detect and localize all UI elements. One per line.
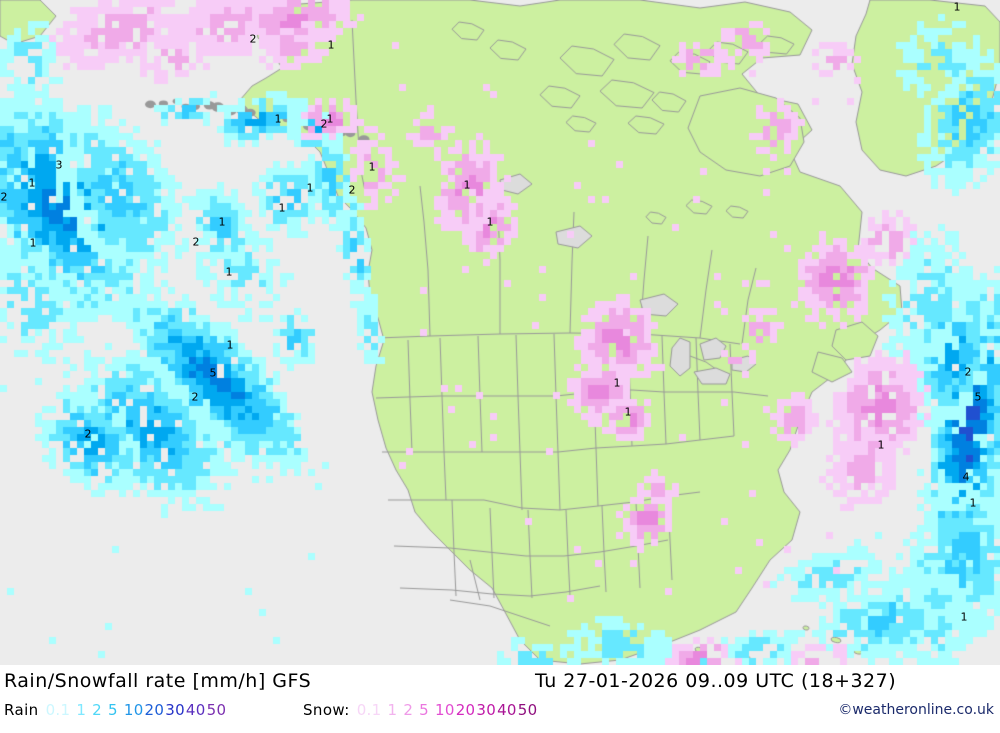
footer: Rain/Snowfall rate [mm/h] GFS Tu 27-01-2… <box>0 665 1000 733</box>
legend-snow-title: Snow: <box>303 701 350 719</box>
legend-snow-tick-50: 50 <box>517 701 538 719</box>
legend-row: Rain 0.1 1 2 5 10 20 30 40 50 Snow: 0.1 1 2 5 10 20 30… <box>0 701 1000 725</box>
legend-rain-tick-5: 5 <box>108 701 118 719</box>
legend-snow-tick-20: 20 <box>455 701 476 719</box>
legend-snow-tick-30: 30 <box>476 701 497 719</box>
legend-snow-tick-10: 10 <box>435 701 455 719</box>
legend-snow-tick-2: 2 <box>403 701 414 719</box>
legend-rain-tick-0.1: 0.1 <box>45 701 71 719</box>
legend-snow-tick-5: 5 <box>419 701 430 719</box>
legend-rain: Rain 0.1 1 2 5 10 20 30 40 50 <box>4 701 227 719</box>
legend-snow-tick-40: 40 <box>497 701 517 719</box>
legend-snow-tick-1: 1 <box>387 701 398 719</box>
legend-rain-tick-2: 2 <box>92 701 103 719</box>
legend-rain-tick-20: 20 <box>144 701 165 719</box>
copyright-notice: ©weatheronline.co.uk <box>838 702 994 718</box>
legend-snow: Snow: 0.1 1 2 5 10 20 30 40 50 <box>303 701 538 719</box>
legend-snow-tick-0.1: 0.1 <box>356 701 382 719</box>
legend-rain-title: Rain <box>4 701 39 719</box>
legend-rain-tick-40: 40 <box>185 701 206 719</box>
legend-rain-tick-30: 30 <box>165 701 185 719</box>
page-title: Rain/Snowfall rate [mm/h] GFS <box>4 670 312 692</box>
legend-rain-tick-50: 50 <box>206 701 227 719</box>
title-row: Rain/Snowfall rate [mm/h] GFS Tu 27-01-2… <box>0 670 1000 698</box>
valid-time-label: Tu 27-01-2026 09..09 UTC (18+327) <box>535 670 897 692</box>
legend-rain-tick-1: 1 <box>76 701 87 719</box>
legend-rain-tick-10: 10 <box>123 701 144 719</box>
precipitation-map-canvas[interactable] <box>0 0 1000 665</box>
